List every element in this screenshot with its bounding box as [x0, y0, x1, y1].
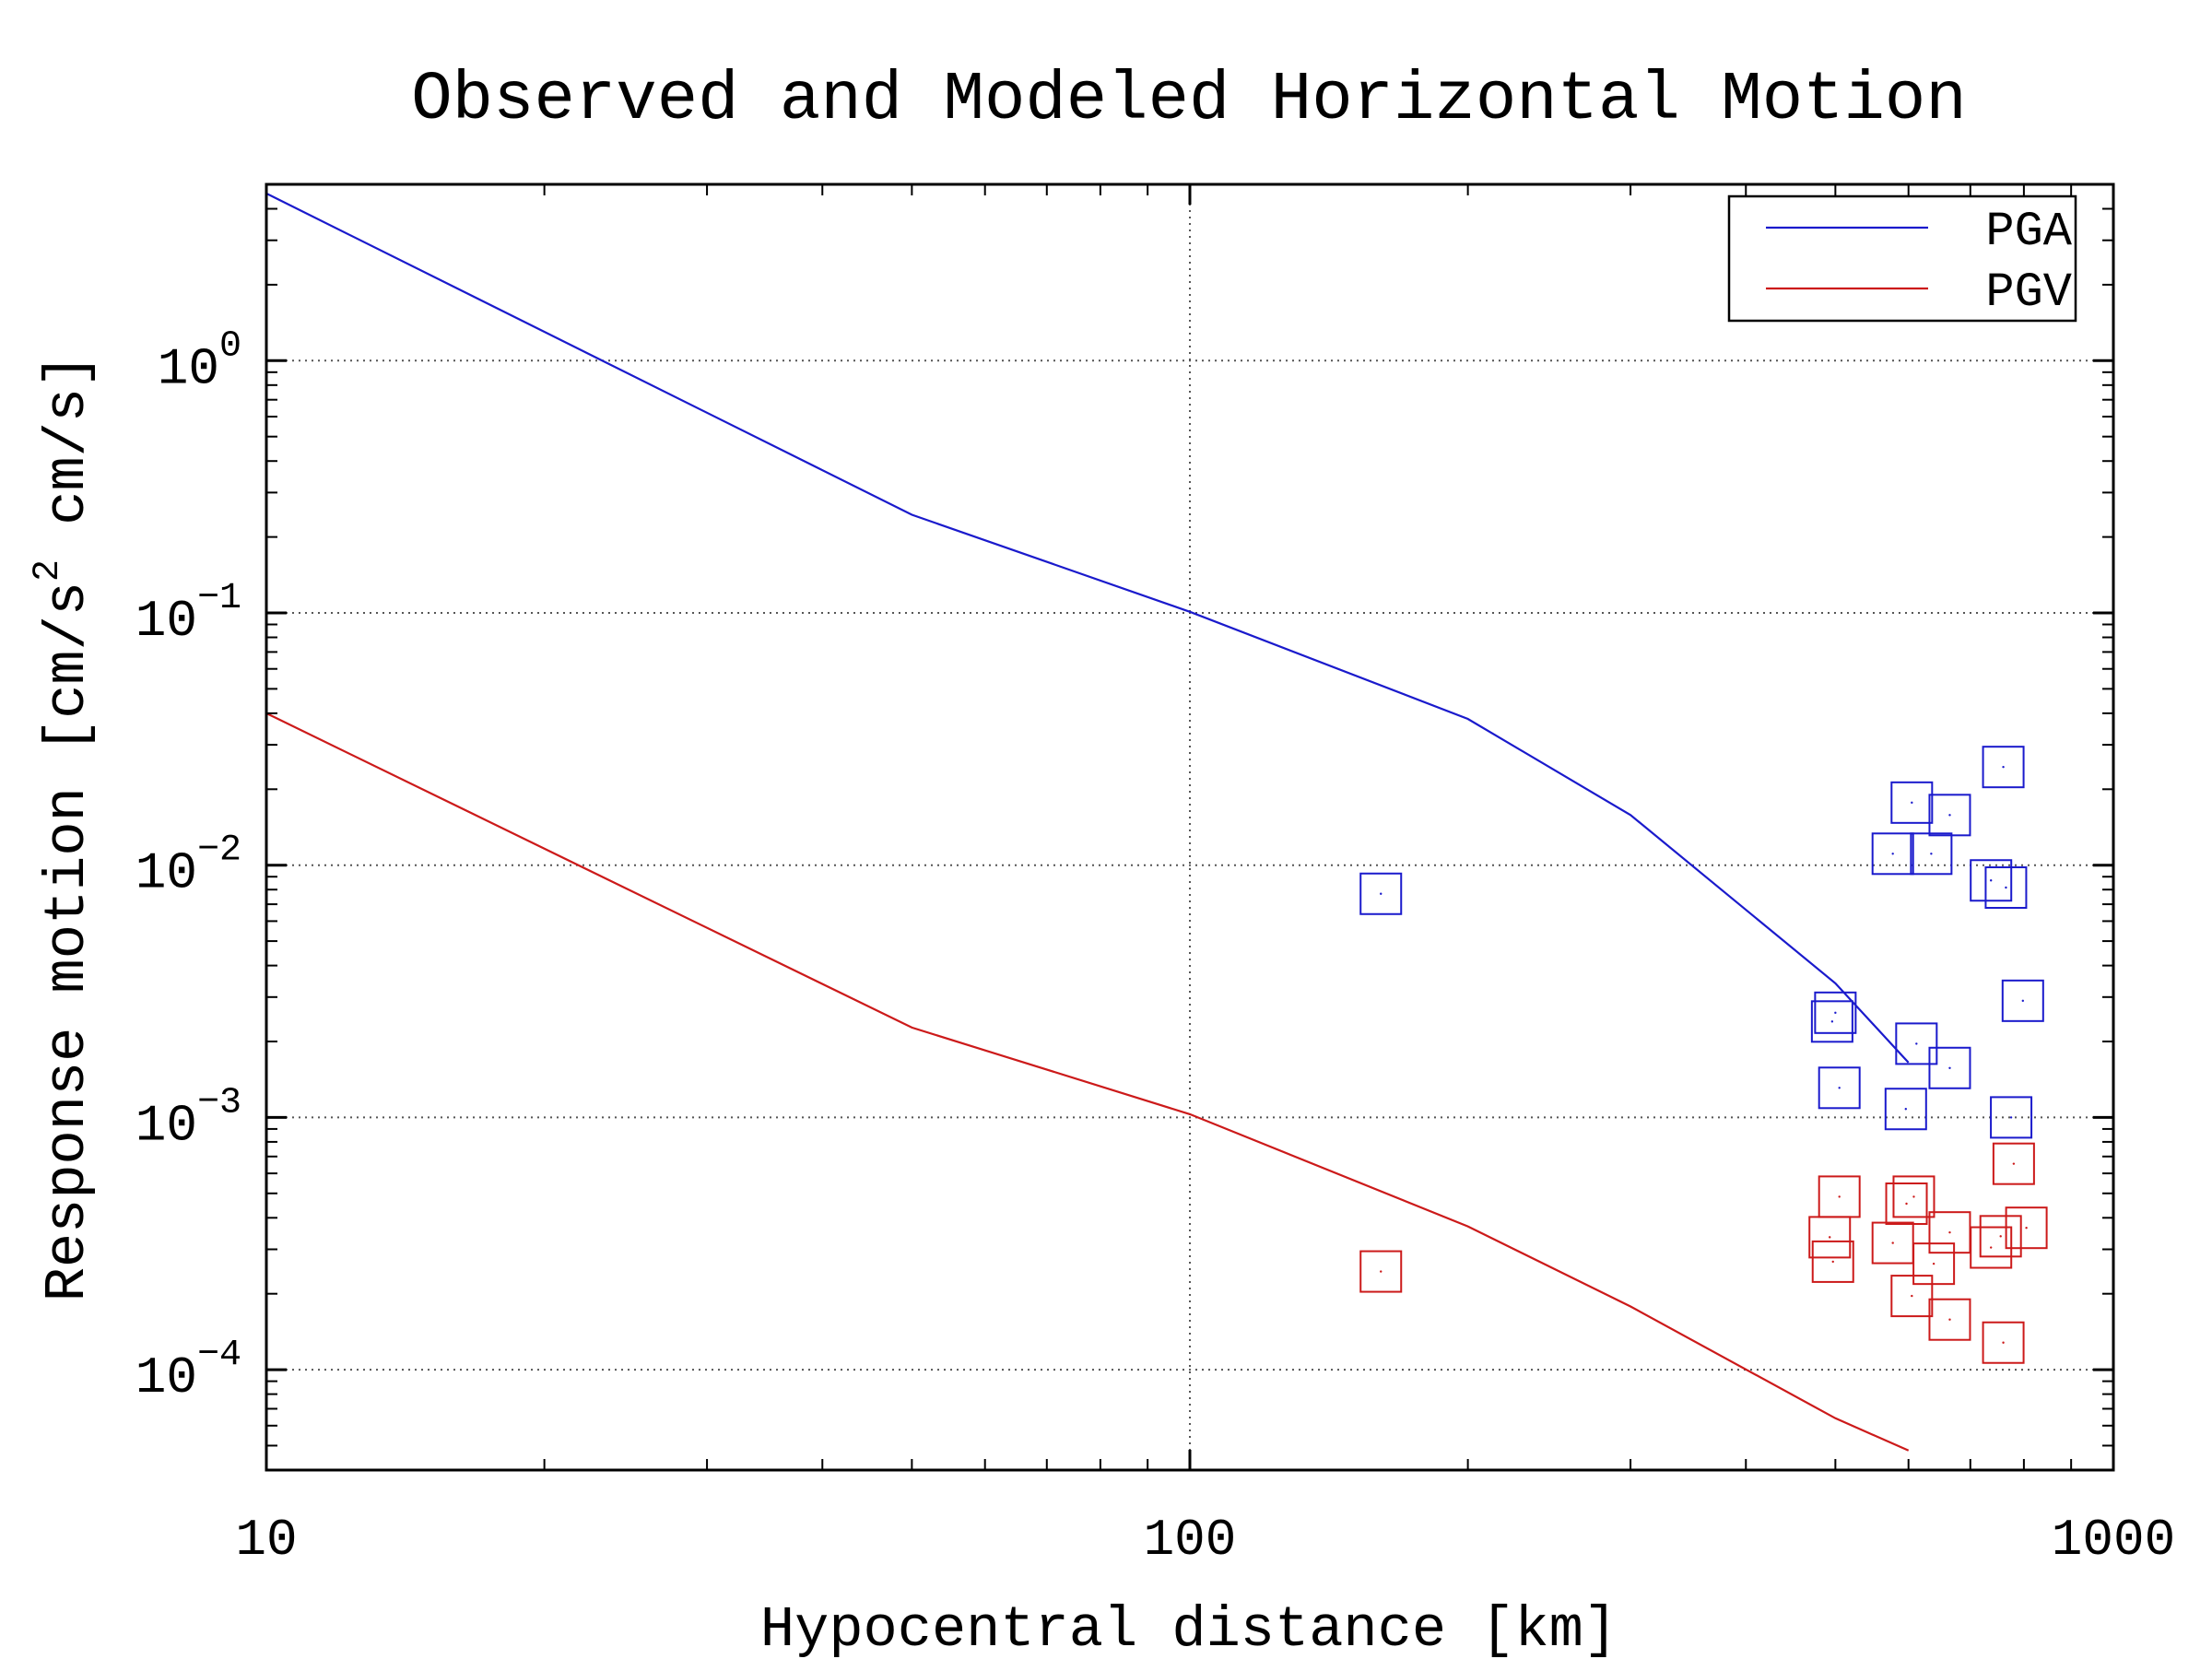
data-point-center: [1990, 1246, 1993, 1249]
data-point-center: [2012, 1162, 2016, 1165]
data-point-center: [1838, 1195, 1841, 1198]
x-tick-labels: 10 100 1000: [235, 1511, 2175, 1570]
data-point-center: [2005, 886, 2007, 889]
data-point-center: [1891, 1241, 1894, 1244]
series-layer: [265, 192, 1910, 1452]
x-axis-label: Hypocentral distance [km]: [760, 1597, 1618, 1659]
x-tick-label: 100: [1144, 1511, 1237, 1570]
legend: PGA PGV: [1727, 194, 2077, 323]
data-point-marker: [1928, 1046, 1971, 1089]
data-point-center: [1932, 1262, 1936, 1265]
data-point-marker: [1814, 991, 1857, 1034]
legend-label-pga: PGA: [1985, 205, 2072, 259]
data-point-marker: [1982, 1321, 2025, 1364]
data-point-center: [1905, 1202, 1908, 1206]
y-tick-label: 10−1: [135, 578, 241, 651]
data-point-marker: [1811, 1240, 1854, 1283]
data-point-marker: [1928, 794, 1971, 837]
data-point-center: [1948, 1230, 1951, 1234]
data-point-marker: [1890, 1275, 1934, 1318]
grid: [266, 184, 2113, 1470]
data-point-marker: [1359, 1250, 1403, 1293]
legend-label-pgv: PGV: [1985, 265, 2072, 320]
data-point-center: [1948, 1318, 1951, 1321]
data-point-marker: [1990, 1096, 2033, 1139]
data-point-marker: [1979, 1215, 2022, 1258]
data-point-center: [1829, 1236, 1831, 1239]
data-point-center: [2025, 1226, 2028, 1230]
data-point-center: [1930, 853, 1933, 855]
data-point-center: [1912, 1195, 1915, 1198]
y-tick-label: 10−2: [135, 830, 241, 903]
data-point-center: [1948, 814, 1951, 817]
y-tick-label: 10−3: [135, 1082, 241, 1155]
data-point-marker: [2001, 979, 2044, 1022]
data-point-marker: [1895, 1022, 1938, 1065]
data-point-center: [1911, 1294, 1913, 1298]
data-point-marker: [2005, 1206, 2048, 1250]
y-axis-label-prefix: Response motion [cm/s: [35, 582, 100, 1301]
chart-title: Observed and Modeled Horizontal Motion: [411, 62, 1966, 139]
data-point-marker: [1970, 859, 2013, 902]
y-tick-label: 100: [158, 325, 241, 398]
data-point-marker: [1892, 1175, 1936, 1218]
data-point-center: [1990, 879, 1993, 882]
data-point-center: [2009, 1116, 2013, 1119]
data-point-marker: [1885, 1182, 1928, 1225]
data-point-center: [1380, 892, 1382, 895]
data-point-center: [2002, 1341, 2005, 1344]
data-point-center: [1891, 853, 1894, 855]
data-point-center: [1831, 1260, 1834, 1264]
plot-frame: [265, 182, 2115, 1472]
data-point-marker: [1928, 1298, 1971, 1341]
data-point-center: [1999, 1235, 2002, 1238]
data-point-center: [1915, 1042, 1918, 1045]
y-axis-label-suffix: cm/s]: [35, 354, 100, 559]
legend-box: [1727, 194, 2077, 323]
data-point-marker: [1984, 866, 2028, 910]
series-line-pgv: [265, 712, 1910, 1452]
tick-marks: [265, 184, 2115, 1470]
marker-layer: [1359, 746, 2048, 1364]
y-axis-label-superscript: 2: [28, 559, 69, 582]
data-point-marker: [1871, 832, 1914, 876]
x-tick-label: 10: [235, 1511, 297, 1570]
y-tick-labels: 10−4 10−3 10−2 10−1 100: [135, 325, 241, 1407]
data-point-marker: [1818, 1066, 1861, 1110]
data-point-center: [1948, 1066, 1951, 1069]
data-point-marker: [1912, 1242, 1956, 1286]
data-point-marker: [1992, 1142, 2035, 1185]
data-point-center: [1834, 1011, 1837, 1015]
data-point-center: [2021, 999, 2025, 1003]
data-point-marker: [1982, 746, 2025, 789]
data-point-marker: [1818, 1175, 1861, 1218]
data-point-center: [1911, 801, 1913, 805]
data-point-center: [2002, 765, 2005, 769]
y-tick-label: 10−4: [135, 1335, 241, 1407]
series-line-pga: [265, 192, 1910, 1064]
data-point-marker: [1910, 832, 1953, 876]
data-point-marker: [1810, 1000, 1853, 1043]
y-axis-label: Response motion [cm/s2 cm/s]: [28, 354, 100, 1302]
data-point-marker: [1890, 781, 1934, 824]
data-point-center: [1904, 1108, 1907, 1111]
data-point-center: [1380, 1270, 1382, 1273]
data-point-marker: [1884, 1088, 1927, 1131]
data-point-center: [1830, 1020, 1834, 1023]
data-point-center: [1838, 1087, 1841, 1089]
x-tick-label: 1000: [2052, 1511, 2175, 1570]
data-point-marker: [1359, 872, 1403, 915]
